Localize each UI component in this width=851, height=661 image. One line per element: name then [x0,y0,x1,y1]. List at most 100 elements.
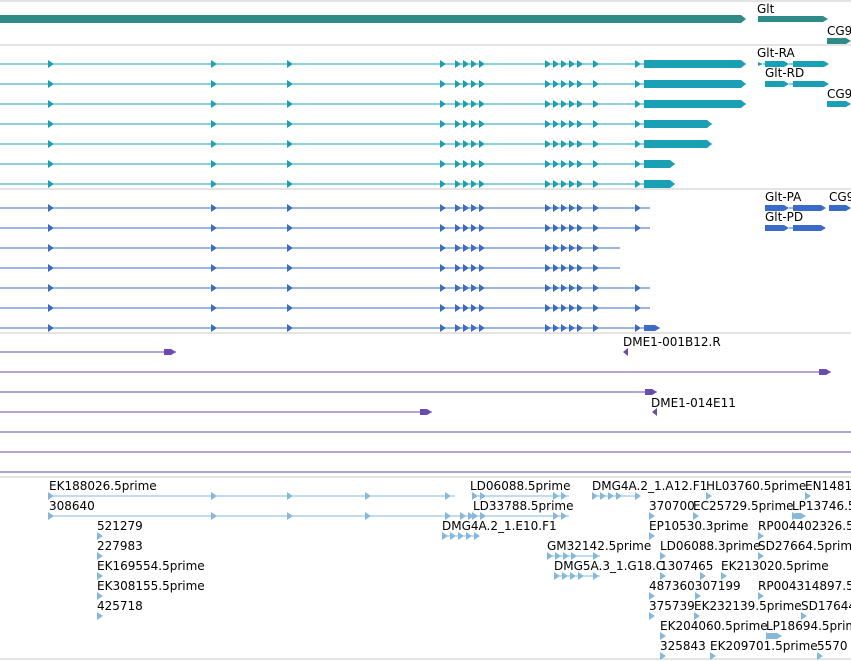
exon-arrow [463,180,469,188]
exon-arrow [561,304,567,312]
est-label: LP13746.5 [792,499,851,513]
est-label: EP10530.3prime [649,519,748,533]
exon-arrow [97,592,103,600]
exon-arrow [577,264,583,272]
exon-arrow [455,180,461,188]
est-label: 325843 [660,639,706,653]
exon-arrow [561,264,567,272]
exon-arrow [593,100,599,108]
exon-arrow [445,512,451,520]
exon-arrow [553,264,559,272]
exon-arrow [563,552,569,560]
exon-arrow [440,120,446,128]
exon-arrow [561,140,567,148]
exon-arrow [635,100,641,108]
exon-block [827,101,851,107]
exon-arrow [817,652,823,660]
est-label: 487360307199 [649,579,741,593]
exon-arrow [455,140,461,148]
exon-arrow [577,100,583,108]
exon-arrow [562,572,568,580]
est-label: DMG4A.2_1.E10.F1 [442,519,557,533]
exon-arrow [758,532,764,540]
exon-arrow [660,572,666,580]
exon-arrow [97,552,103,560]
exon-arrow [635,284,641,292]
exon-arrow [553,120,559,128]
exon-arrow [479,284,485,292]
exon-arrow [577,60,583,68]
est-label: RP004314897.5 [758,579,851,593]
exon-arrow [569,264,575,272]
exon-arrow [649,512,655,520]
exon-arrow [479,100,485,108]
exon-arrow [694,612,700,620]
exon-arrow [463,204,469,212]
gene-label-glt: Glt [757,2,775,16]
exon-arrow [561,284,567,292]
exon-arrow [460,512,466,520]
exon-arrow [455,264,461,272]
exon-arrow [635,304,641,312]
exon-arrow [593,120,599,128]
exon-arrow [569,204,575,212]
exon-arrow [287,512,293,520]
exon-arrow [463,100,469,108]
est-label: HL03760.5prime [706,479,806,493]
exon-arrow [440,100,446,108]
est-label: LD06088.3prime [660,539,761,553]
exon-arrow [471,204,477,212]
exon-arrow [48,284,54,292]
est-label: 521279 [97,519,143,533]
exon-arrow [471,324,477,332]
est-label: EC25729.5prime [693,499,794,513]
est-label: 308640 [49,499,95,513]
exon-arrow [569,324,575,332]
exon-arrow [450,532,456,540]
exon-arrow [553,80,559,88]
est-label: 1307465 [660,559,713,573]
exon-arrow [758,552,764,560]
exon-arrow [479,120,485,128]
exon-arrow [287,244,293,252]
exon-arrow [561,512,567,520]
exon-arrow [553,204,559,212]
exon-arrow [593,324,599,332]
exon-arrow [48,180,54,188]
exon-arrow [569,244,575,252]
exon-arrow [635,224,641,232]
exon-arrow [455,80,461,88]
est-label: SD27664.5prime [758,539,851,553]
exon-arrow [593,244,599,252]
exon-arrow [593,204,599,212]
est-label: 370700 [649,499,695,513]
gene-label-cg9: CG9 [827,24,851,38]
exon-arrow [553,324,559,332]
exon-arrow [577,324,583,332]
exon-arrow [695,592,701,600]
exon-arrow [471,244,477,252]
exon-arrow [474,532,480,540]
exon-arrow [211,140,217,148]
exon-arrow [48,140,54,148]
exon-arrow [561,160,567,168]
exon-arrow [545,180,551,188]
exon-arrow [570,572,576,580]
exon-arrow [440,224,446,232]
exon-arrow [455,324,461,332]
exon-block [644,180,675,188]
exon-arrow [553,60,559,68]
exon-arrow [545,264,551,272]
est-label: EK232139.5prime [694,599,802,613]
exon-arrow [463,264,469,272]
exon-arrow [287,180,293,188]
exon-arrow [545,224,551,232]
exon-arrow [577,160,583,168]
exon-arrow [211,204,217,212]
exon-arrow [553,492,559,500]
exon-arrow [593,552,599,560]
exon-arrow [721,572,727,580]
exon-arrow [545,324,551,332]
exon-arrow [211,180,217,188]
